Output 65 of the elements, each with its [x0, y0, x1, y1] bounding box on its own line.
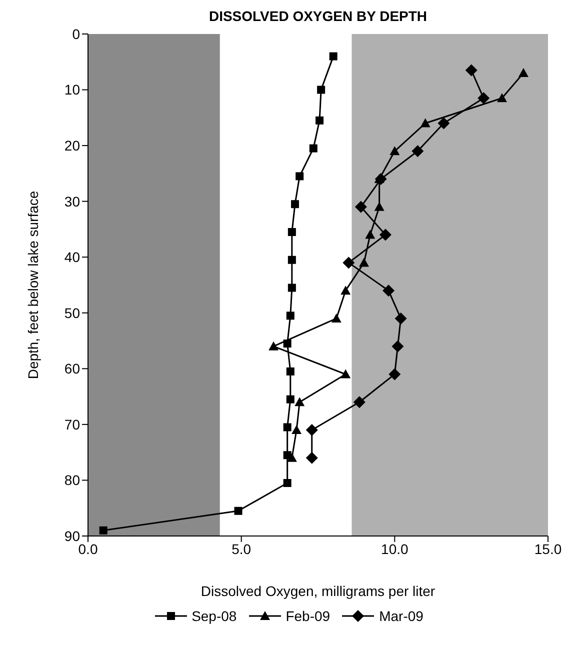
point	[353, 396, 366, 408]
point	[412, 145, 424, 158]
y-tick-label: 90	[64, 528, 80, 544]
point	[286, 452, 297, 462]
y-tick-label: 0	[72, 26, 80, 42]
point	[294, 397, 305, 406]
point	[420, 118, 430, 128]
legend-label: Mar-09	[379, 608, 424, 624]
point	[379, 228, 392, 241]
point	[296, 172, 304, 180]
point	[497, 93, 507, 102]
point	[309, 144, 318, 152]
point	[388, 368, 401, 380]
point	[234, 506, 242, 515]
point	[331, 313, 342, 322]
point	[329, 52, 338, 60]
point	[288, 284, 296, 292]
point	[374, 202, 384, 211]
point	[283, 479, 292, 488]
point	[518, 68, 528, 78]
point	[286, 395, 294, 404]
point	[374, 173, 387, 186]
point	[365, 230, 376, 239]
y-tick-label: 60	[64, 360, 80, 377]
point	[288, 228, 296, 236]
point	[394, 312, 407, 324]
y-tick-label: 30	[64, 193, 80, 210]
point	[317, 86, 326, 94]
point	[359, 258, 369, 267]
point	[342, 256, 355, 269]
point	[316, 116, 324, 124]
point	[291, 200, 299, 208]
x-tick-label: 0.0	[78, 540, 98, 557]
y-tick-label: 40	[64, 249, 80, 266]
y-tick-label: 80	[64, 472, 80, 488]
point	[340, 286, 351, 295]
point	[465, 64, 478, 76]
point	[286, 367, 294, 376]
point	[99, 526, 108, 534]
point	[390, 146, 400, 156]
point	[283, 423, 292, 432]
x-tick-label: 5.0	[232, 540, 252, 557]
x-tick-label: 10.0	[381, 540, 409, 557]
y-tick-label: 50	[64, 304, 80, 321]
y-tick-label: 20	[64, 138, 80, 154]
point	[292, 425, 302, 434]
point	[392, 340, 404, 352]
point	[438, 117, 450, 130]
point	[382, 284, 395, 297]
x-tick-label: 15.0	[534, 540, 562, 557]
point	[268, 341, 279, 350]
point	[288, 256, 296, 264]
legend-label: Feb-09	[286, 608, 330, 624]
point	[478, 92, 490, 104]
point	[354, 200, 367, 213]
y-tick-label: 10	[64, 82, 80, 98]
point	[340, 369, 351, 378]
point	[306, 424, 318, 436]
point	[306, 452, 318, 464]
y-tick-label: 70	[64, 416, 80, 432]
legend-label: Sep-08	[192, 608, 237, 624]
point	[286, 312, 294, 320]
chart-title: DISSOLVED OXYGEN BY DEPTH	[208, 8, 428, 24]
x-axis-title: Dissolved Oxygen, milligrams per liter	[200, 583, 436, 599]
y-axis-title: Depth, feet below lake surface	[24, 190, 41, 380]
